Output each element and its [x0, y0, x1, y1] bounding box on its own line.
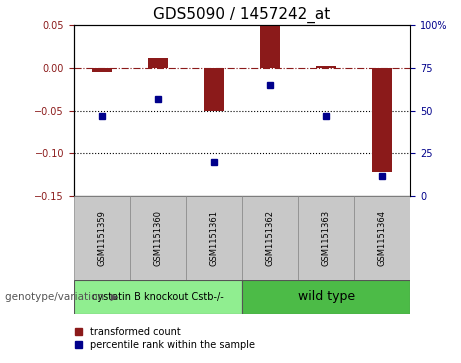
Text: GSM1151360: GSM1151360	[154, 210, 162, 266]
Title: GDS5090 / 1457242_at: GDS5090 / 1457242_at	[154, 7, 331, 23]
Bar	[242, 196, 298, 280]
Bar	[148, 58, 168, 68]
Text: wild type: wild type	[298, 290, 355, 303]
Legend: transformed count, percentile rank within the sample: transformed count, percentile rank withi…	[74, 326, 256, 351]
Text: genotype/variation  ▶: genotype/variation ▶	[5, 292, 118, 302]
Bar	[130, 196, 186, 280]
Bar	[372, 68, 392, 172]
Bar	[316, 65, 336, 68]
Text: GSM1151362: GSM1151362	[266, 210, 275, 266]
Bar	[186, 196, 242, 280]
Bar	[354, 196, 410, 280]
Text: GSM1151363: GSM1151363	[322, 210, 331, 266]
Bar	[92, 68, 112, 72]
Bar	[204, 68, 224, 111]
Bar	[74, 280, 242, 314]
Text: cystatin B knockout Cstb-/-: cystatin B knockout Cstb-/-	[92, 292, 224, 302]
Bar	[242, 280, 410, 314]
Text: GSM1151359: GSM1151359	[97, 210, 106, 266]
Text: GSM1151361: GSM1151361	[209, 210, 219, 266]
Bar	[260, 25, 280, 68]
Bar	[74, 196, 130, 280]
Bar	[298, 196, 354, 280]
Text: GSM1151364: GSM1151364	[378, 210, 387, 266]
